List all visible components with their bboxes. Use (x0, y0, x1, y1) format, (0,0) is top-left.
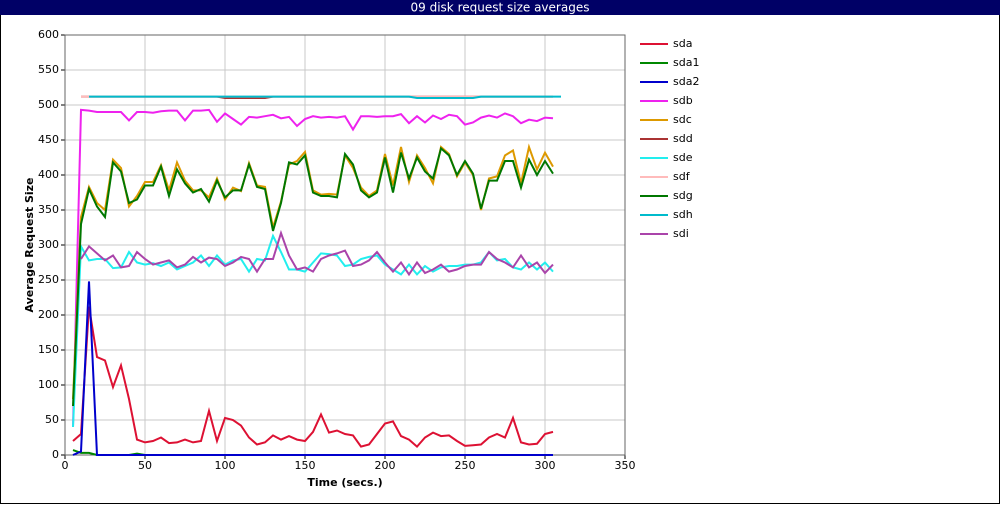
legend-label: sdg (673, 189, 693, 202)
legend-label: sdc (673, 113, 692, 126)
data-line (80, 229, 554, 277)
y-tick-label: 100 (38, 378, 59, 391)
y-axis-label: Average Request Size (23, 177, 36, 312)
y-tick-label: 250 (38, 273, 59, 286)
y-tick-label: 0 (52, 448, 59, 461)
x-tick-label: 200 (375, 459, 396, 472)
y-tick-label: 450 (38, 133, 59, 146)
x-tick-label: 350 (615, 459, 636, 472)
data-line (72, 306, 554, 449)
x-tick-label: 0 (62, 459, 69, 472)
x-tick-label: 150 (295, 459, 316, 472)
legend-label: sda2 (673, 75, 699, 88)
y-tick-label: 50 (45, 413, 59, 426)
x-tick-label: 250 (455, 459, 476, 472)
legend-label: sdf (673, 170, 691, 183)
y-tick-label: 300 (38, 238, 59, 251)
x-tick-label: 50 (138, 459, 152, 472)
y-tick-label: 350 (38, 203, 59, 216)
x-tick-label: 300 (535, 459, 556, 472)
y-tick-label: 400 (38, 168, 59, 181)
data-line (72, 146, 554, 407)
data-line (72, 281, 553, 456)
legend-label: sda (673, 37, 692, 50)
legend-label: sdb (673, 94, 693, 107)
data-line (89, 95, 561, 99)
data-line (72, 108, 554, 428)
legend-label: sda1 (673, 56, 699, 69)
y-tick-label: 600 (38, 28, 59, 41)
y-tick-label: 150 (38, 343, 59, 356)
title-bar (0, 0, 1000, 15)
x-tick-label: 100 (215, 459, 236, 472)
x-axis-label: Time (secs.) (307, 476, 382, 489)
legend-label: sdh (673, 208, 693, 221)
legend-label: sdi (673, 227, 689, 240)
legend-label: sdd (673, 132, 693, 145)
y-tick-label: 200 (38, 308, 59, 321)
legend-label: sde (673, 151, 693, 164)
y-tick-label: 500 (38, 98, 59, 111)
chart-title: 09 disk request size averages (411, 1, 590, 15)
y-tick-label: 550 (38, 63, 59, 76)
